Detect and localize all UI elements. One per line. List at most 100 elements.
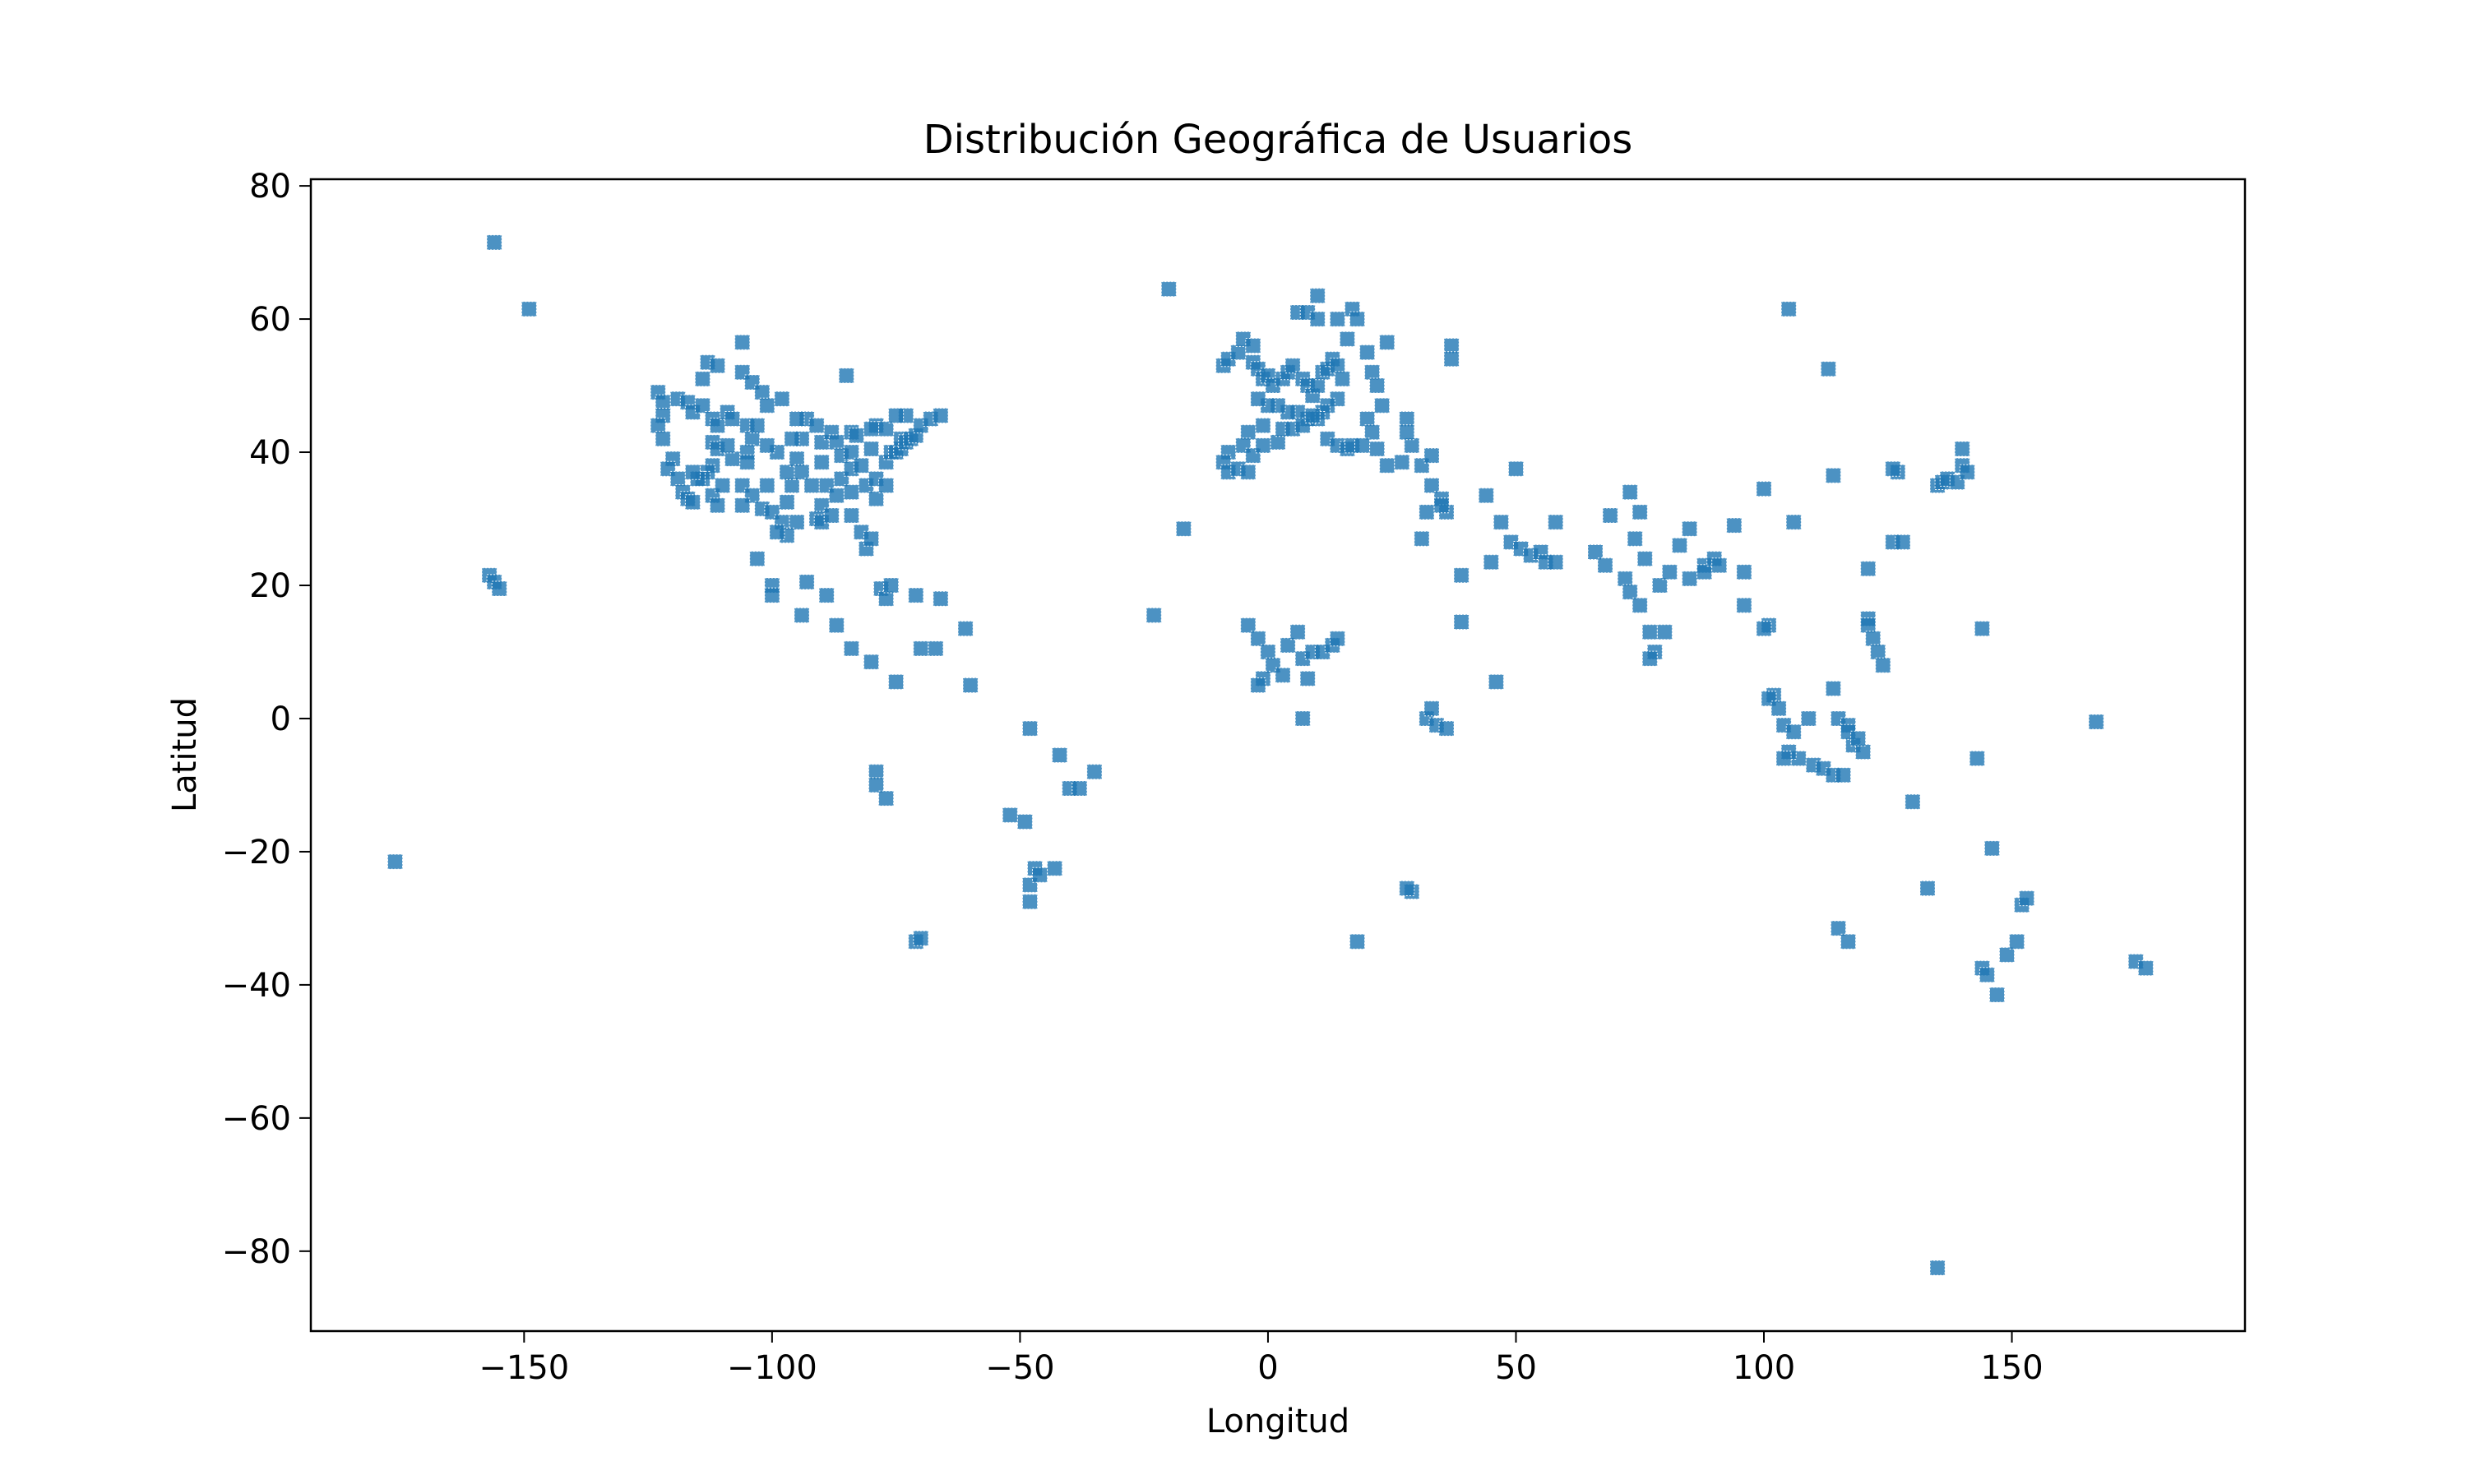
data-point xyxy=(1840,933,1856,950)
y-tick-label: 60 xyxy=(249,301,291,339)
data-point xyxy=(1423,447,1440,464)
data-point xyxy=(1602,507,1618,524)
data-point xyxy=(1284,358,1301,374)
data-point xyxy=(1875,657,1891,673)
data-point xyxy=(1245,338,1261,354)
data-point xyxy=(1359,411,1376,427)
data-point xyxy=(1240,464,1257,480)
data-point xyxy=(1548,514,1564,530)
data-point xyxy=(813,454,830,470)
data-point xyxy=(749,418,766,434)
data-point xyxy=(1636,551,1653,567)
x-tick-label: −150 xyxy=(479,1349,569,1387)
data-point xyxy=(1280,637,1296,654)
data-point xyxy=(1696,564,1713,580)
data-point xyxy=(1255,418,1271,434)
data-point xyxy=(1399,881,1415,896)
data-point xyxy=(1294,710,1311,727)
data-point xyxy=(784,478,800,493)
data-point xyxy=(1250,677,1266,693)
y-tick-label: 80 xyxy=(249,168,291,206)
data-point xyxy=(2137,960,2154,977)
data-point xyxy=(1275,667,1291,683)
data-point xyxy=(848,428,864,444)
x-tick-label: 150 xyxy=(1980,1349,2043,1387)
data-point xyxy=(1661,564,1678,580)
data-point xyxy=(1349,933,1365,950)
data-point xyxy=(1299,670,1316,687)
data-point xyxy=(908,587,924,603)
x-tick-label: 100 xyxy=(1733,1349,1795,1387)
chart-title: Distribución Geográfica de Usuarios xyxy=(923,117,1633,163)
data-point xyxy=(734,497,751,514)
data-point xyxy=(823,507,840,524)
y-tick-label: −80 xyxy=(222,1233,291,1271)
data-point xyxy=(843,640,859,657)
data-point xyxy=(1860,617,1877,634)
data-point xyxy=(1309,288,1326,304)
data-point xyxy=(1052,747,1068,763)
data-point xyxy=(868,764,884,780)
data-point xyxy=(1250,391,1266,407)
data-point xyxy=(1785,724,1802,740)
data-point xyxy=(789,514,805,530)
data-point xyxy=(1072,780,1088,797)
data-point xyxy=(1835,767,1851,784)
data-point xyxy=(1260,644,1276,660)
data-point xyxy=(684,464,701,480)
data-point xyxy=(883,577,900,594)
data-point xyxy=(1617,571,1633,587)
data-point xyxy=(1974,621,1990,637)
data-point xyxy=(1453,567,1470,584)
data-point xyxy=(784,431,800,447)
data-point xyxy=(1682,520,1698,537)
x-axis: −150 −100 −50 0 50 100 150 xyxy=(479,1331,2043,1387)
data-point xyxy=(734,334,751,350)
data-point xyxy=(868,491,884,507)
data-point xyxy=(794,464,810,480)
data-point xyxy=(1289,624,1306,640)
data-point xyxy=(1047,860,1063,876)
data-point xyxy=(1359,344,1376,361)
data-point xyxy=(1736,597,1752,613)
data-point xyxy=(669,470,686,487)
data-point xyxy=(1989,987,2005,1003)
data-point xyxy=(888,673,905,690)
data-point xyxy=(749,551,766,567)
data-point xyxy=(764,587,780,603)
data-point xyxy=(779,494,795,511)
data-point xyxy=(1780,301,1797,317)
data-point xyxy=(1999,946,2015,963)
data-point xyxy=(913,640,929,657)
data-point xyxy=(1404,437,1420,454)
data-point xyxy=(710,497,725,514)
data-point xyxy=(1309,377,1326,394)
x-tick-label: 50 xyxy=(1495,1349,1537,1387)
data-point xyxy=(1364,424,1381,441)
data-point xyxy=(1548,554,1564,571)
data-point xyxy=(1641,624,1658,640)
data-point xyxy=(1443,351,1460,368)
data-point xyxy=(774,391,790,407)
data-point xyxy=(1919,881,1936,896)
data-point xyxy=(913,930,929,946)
data-point xyxy=(1641,650,1658,667)
data-point xyxy=(1478,488,1494,504)
data-point xyxy=(521,301,537,317)
data-point xyxy=(1423,478,1440,493)
data-point xyxy=(1423,700,1440,717)
data-point xyxy=(1860,561,1877,577)
data-point xyxy=(933,590,949,607)
data-point xyxy=(878,478,895,493)
data-point xyxy=(863,421,879,437)
data-point xyxy=(1756,481,1772,497)
y-tick-label: 40 xyxy=(249,434,291,472)
data-point xyxy=(759,478,775,493)
data-point xyxy=(957,621,974,637)
data-point xyxy=(1022,894,1038,910)
data-point xyxy=(853,457,869,474)
data-point xyxy=(1369,441,1386,457)
data-point xyxy=(1433,497,1450,514)
data-point xyxy=(1379,457,1395,474)
